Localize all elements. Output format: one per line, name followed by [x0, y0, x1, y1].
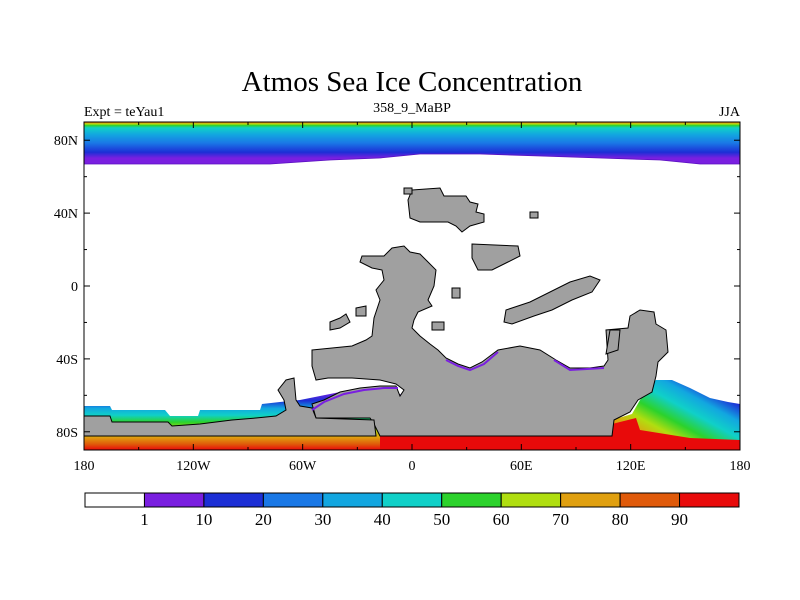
y-tick-label: 80N	[54, 134, 78, 149]
ice-fringe-south	[311, 351, 605, 411]
land-east-strip	[503, 275, 601, 325]
colorbar-swatch	[143, 492, 205, 508]
colorbar: 1 10 20 30 40 50 60 70 80 90	[84, 492, 740, 529]
x-tick-label: 120E	[616, 459, 646, 474]
colorbar-level-label: 70	[552, 510, 569, 529]
land-north-block	[407, 187, 485, 233]
y-tick-label: 40S	[56, 353, 78, 368]
colorbar-swatch	[322, 492, 383, 508]
arctic-ice-edge	[84, 153, 740, 165]
colorbar-level-label: 30	[314, 510, 331, 529]
colorbar-swatch	[262, 492, 324, 508]
continents	[84, 187, 669, 437]
colorbar-level-label: 20	[255, 510, 272, 529]
experiment-label: Expt = teYau1	[84, 105, 164, 120]
x-tick-label: 120W	[176, 459, 211, 474]
chart-title: Atmos Sea Ice Concentration	[242, 66, 583, 98]
colorbar-level-label: 80	[612, 510, 629, 529]
x-tick-label: 180	[730, 459, 751, 474]
land-small-isle-1	[403, 187, 413, 195]
land-small-isle-6	[355, 305, 367, 317]
x-tick-label: 60W	[289, 459, 317, 474]
land-west-antarctica	[84, 377, 377, 437]
colorbar-level-label: 90	[671, 510, 688, 529]
colorbar-swatch	[381, 492, 443, 508]
colorbar-level-label: 10	[195, 510, 212, 529]
y-tick-label: 40N	[54, 207, 78, 222]
colorbar-swatch	[500, 492, 562, 508]
colorbar-swatch	[84, 492, 145, 508]
colorbar-swatch	[679, 492, 740, 508]
land-small-isle-5	[329, 313, 351, 331]
land-gondwana	[311, 245, 669, 437]
y-axis: 80N 40N 0 40S 80S	[54, 134, 740, 441]
colorbar-level-label: 50	[433, 510, 450, 529]
x-axis: 180 120W 60W 0 60E 120E 180	[74, 122, 751, 474]
land-small-isle-2	[529, 211, 539, 219]
map-area	[84, 122, 740, 450]
x-tick-label: 180	[74, 459, 95, 474]
colorbar-swatch	[203, 492, 264, 508]
land-small-isle-4	[431, 321, 445, 331]
y-tick-label: 80S	[56, 426, 78, 441]
x-tick-label: 60E	[510, 459, 533, 474]
arctic-sea-ice	[84, 122, 740, 164]
x-tick-label: 0	[409, 459, 416, 474]
colorbar-swatch	[619, 492, 681, 508]
land-small-isle-3	[451, 287, 461, 299]
land-northeast-island	[471, 243, 521, 271]
land-small-isle-7	[605, 329, 621, 355]
colorbar-swatch	[441, 492, 502, 508]
colorbar-level-label: 1	[140, 510, 149, 529]
colorbar-level-label: 60	[493, 510, 510, 529]
y-tick-label: 0	[71, 280, 78, 295]
antarctic-high-concentration	[380, 418, 740, 450]
colorbar-level-label: 40	[374, 510, 391, 529]
colorbar-swatch	[560, 492, 621, 508]
run-id-label: 358_9_MaBP	[373, 101, 451, 116]
season-label: JJA	[719, 105, 741, 120]
